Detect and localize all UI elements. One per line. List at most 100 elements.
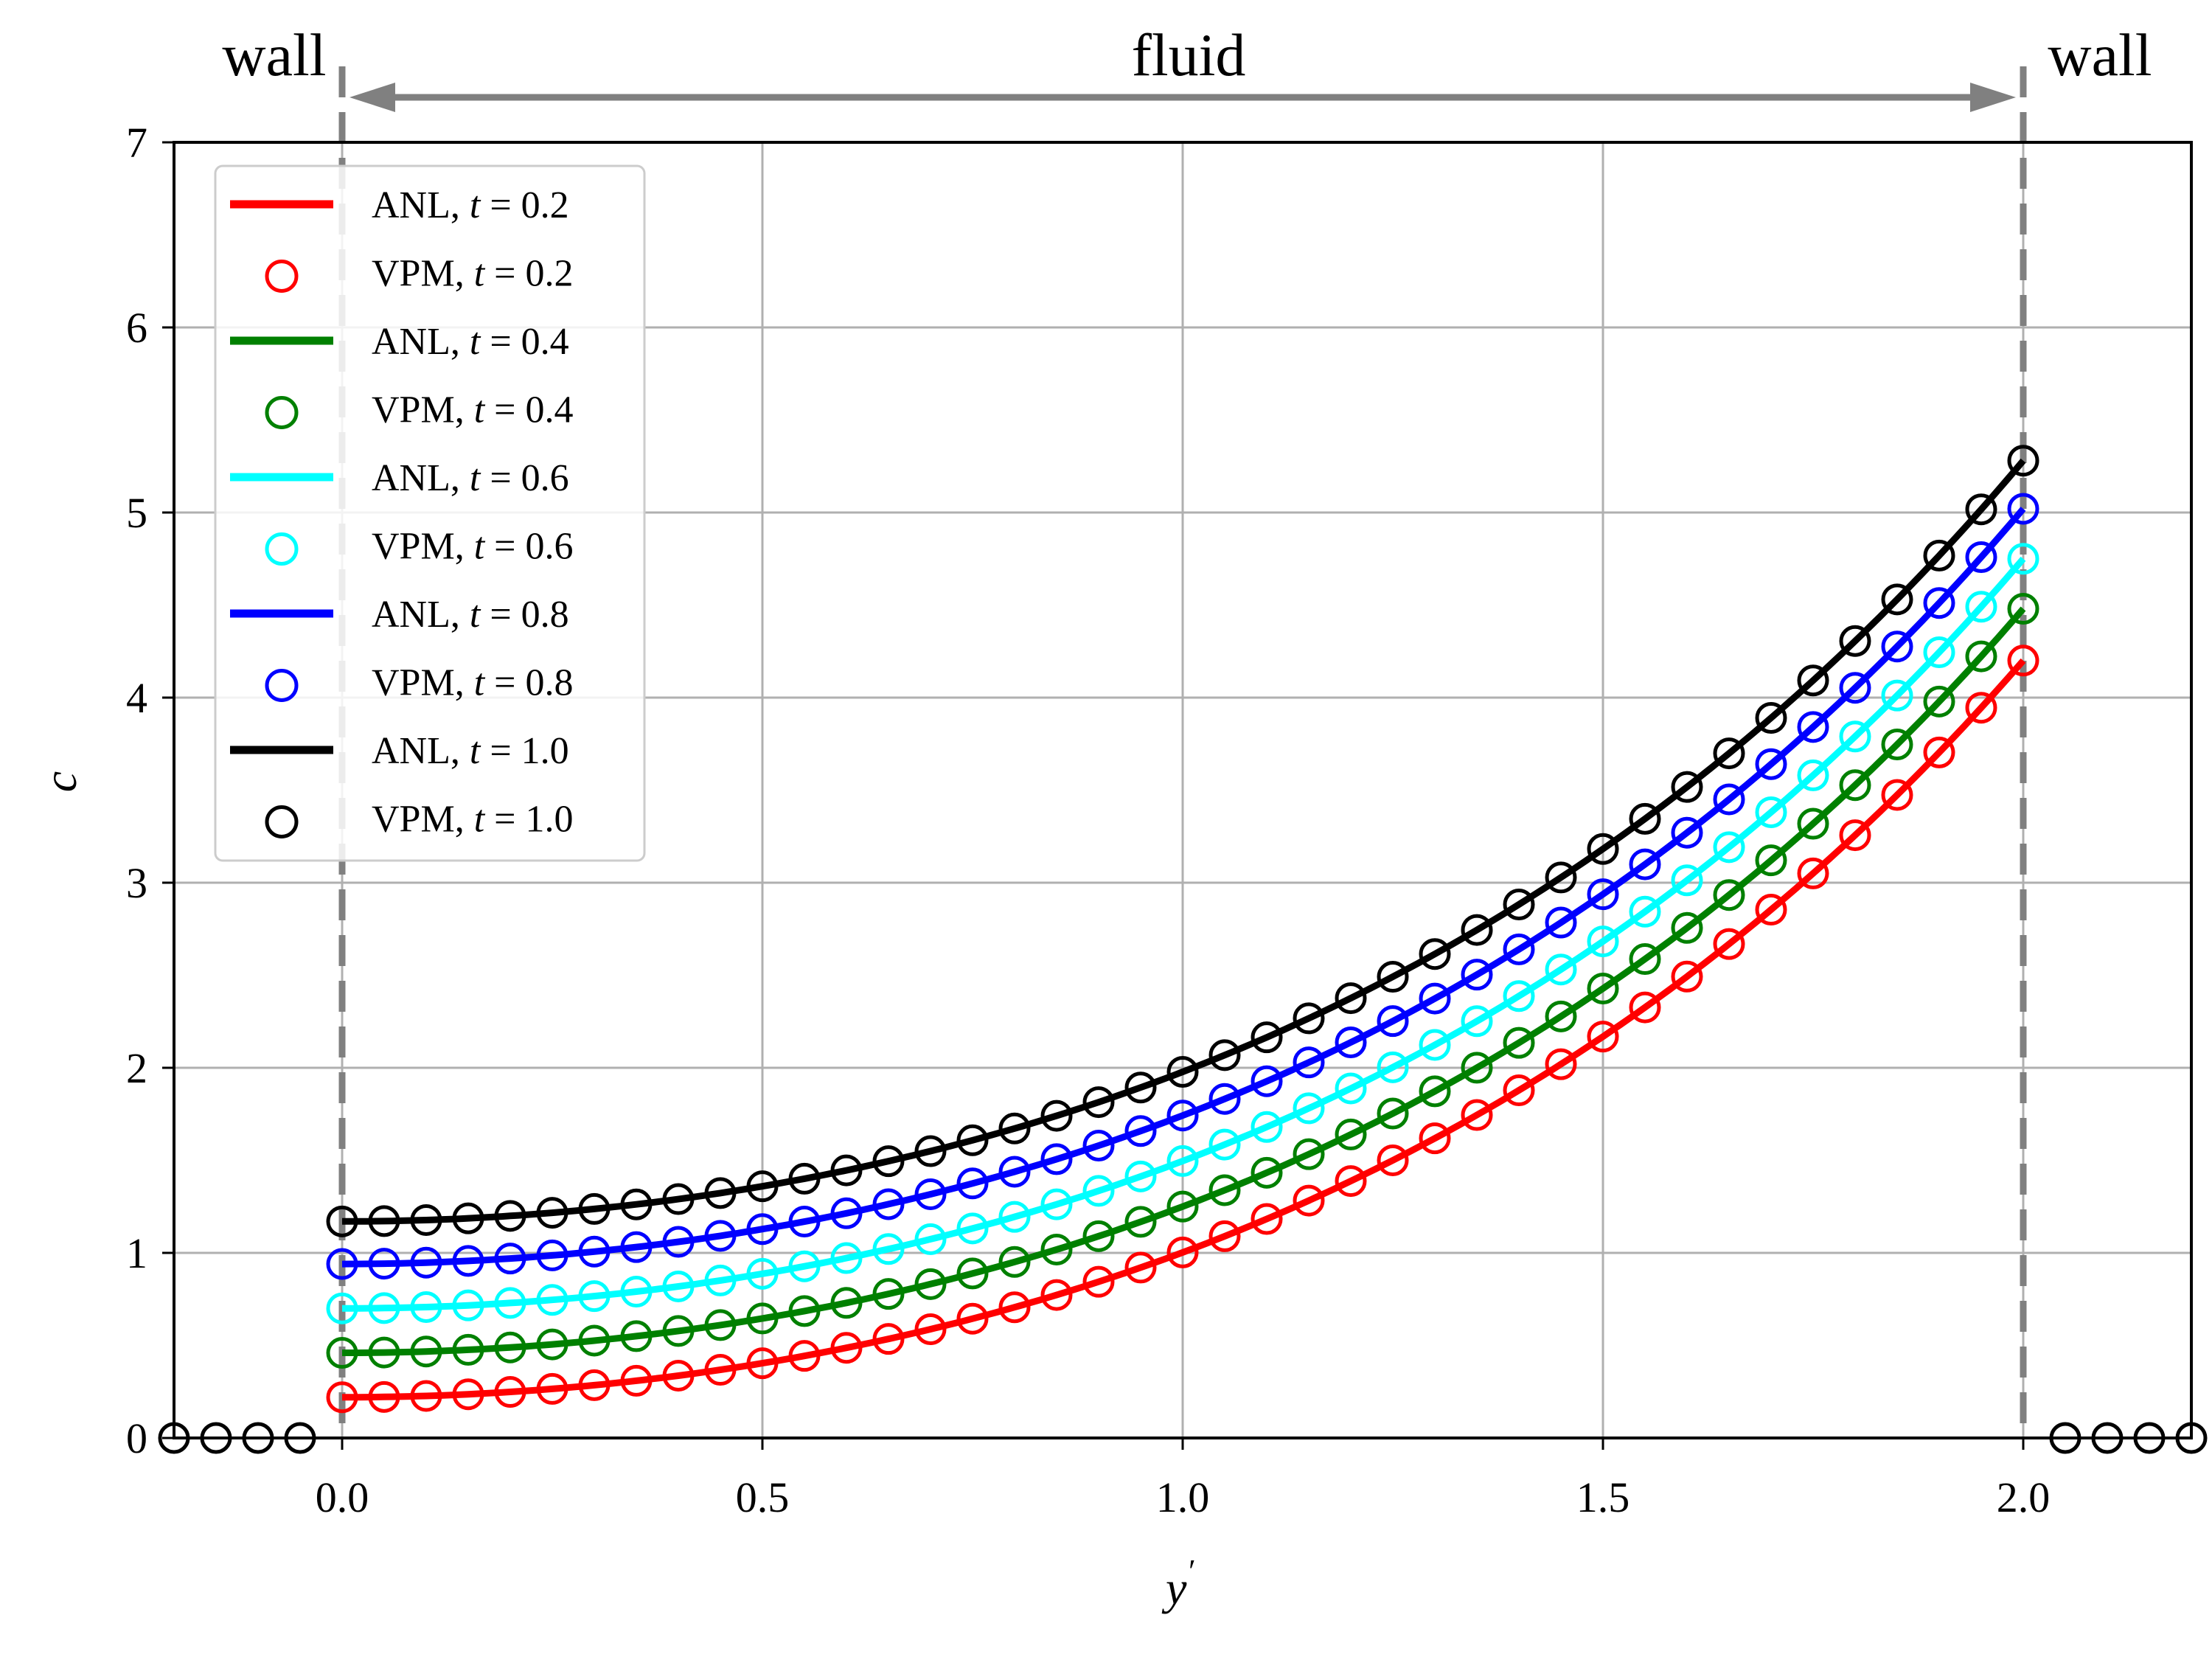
series-marker (1965, 493, 1997, 526)
series-marker (956, 1257, 989, 1290)
series-marker (368, 1336, 400, 1369)
series-vpm-t-02 (326, 645, 2039, 1414)
legend-label: ANL, t = 0.4 (372, 321, 569, 363)
y-tick-label: 1 (126, 1229, 147, 1277)
series-marker (1208, 1128, 1241, 1161)
series-marker (1166, 1056, 1199, 1088)
series-marker (1713, 783, 1745, 816)
series-marker (1461, 1005, 1493, 1038)
series-marker (704, 1220, 737, 1252)
series-marker (956, 1124, 989, 1156)
x-tick-label: 1.0 (1156, 1473, 1210, 1521)
legend-item: VPM, t = 0.4 (265, 389, 574, 431)
series-marker (1293, 1002, 1325, 1035)
series-marker (1335, 1165, 1367, 1198)
series-marker (662, 1270, 695, 1302)
series-marker (1713, 737, 1745, 770)
series-marker (1040, 1100, 1073, 1132)
series-marker (578, 1324, 611, 1357)
legend-item: VPM, t = 0.8 (265, 662, 574, 704)
series-marker (1839, 720, 1871, 753)
series-marker (1419, 1122, 1451, 1155)
fluid-arrow-left-head (349, 83, 395, 112)
series-marker (1124, 1115, 1157, 1147)
series-marker (1545, 1048, 1577, 1080)
series-marker (1965, 692, 1997, 724)
series-marker (326, 1381, 358, 1414)
fluid-arrow-right-head (1970, 83, 2016, 112)
series-marker (1040, 1279, 1073, 1311)
series-vpm-t-08 (326, 493, 2039, 1280)
series-marker (704, 1309, 737, 1341)
y-tick-label: 5 (126, 489, 147, 537)
series-marker (1629, 848, 1661, 880)
series-marker (746, 1257, 779, 1290)
series-marker (1208, 1039, 1241, 1071)
series-marker (1166, 1190, 1199, 1223)
series-marker (452, 1333, 484, 1366)
series-marker (1587, 973, 1619, 1005)
series-marker (1377, 961, 1409, 993)
right-wall-label: wall (2048, 21, 2152, 88)
series-marker (1166, 1236, 1199, 1268)
series-marker (1629, 943, 1661, 976)
grid-lines (174, 141, 2191, 1439)
series-marker (1335, 1118, 1367, 1150)
series-marker (998, 1291, 1031, 1324)
series-layer (326, 445, 2039, 1414)
series-marker (494, 1287, 526, 1319)
series-marker (1082, 1265, 1115, 1298)
series-marker (620, 1364, 653, 1397)
series-marker (704, 1177, 737, 1209)
series-marker (410, 1246, 442, 1279)
series-marker (1881, 729, 1913, 761)
series-marker (914, 1135, 947, 1167)
series-marker (1839, 672, 1871, 704)
y-tick-label: 0 (126, 1414, 147, 1462)
series-marker (998, 1201, 1031, 1233)
series-vpm-t-10 (326, 445, 2039, 1237)
series-marker (410, 1380, 442, 1412)
series-marker (1251, 1021, 1283, 1054)
x-tick-label: 0.5 (736, 1473, 790, 1521)
series-marker (1839, 769, 1871, 802)
series-marker (536, 1284, 568, 1316)
series-marker (1503, 1074, 1535, 1107)
series-marker (1419, 982, 1451, 1015)
series-marker (1419, 938, 1451, 970)
series-marker (1965, 640, 1997, 673)
legend-item: VPM, t = 1.0 (265, 799, 574, 841)
series-marker (1503, 933, 1535, 965)
series-marker (2007, 445, 2039, 477)
series-marker (1419, 1029, 1451, 1061)
series-marker (494, 1243, 526, 1275)
series-marker (1881, 779, 1913, 811)
series-marker (1797, 711, 1829, 743)
series-marker (1503, 1026, 1535, 1059)
series-marker (1377, 1051, 1409, 1083)
y-tick-label: 4 (126, 674, 147, 722)
series-marker (1923, 636, 1955, 669)
series-marker (1040, 1143, 1073, 1175)
series-marker (1629, 991, 1661, 1024)
series-marker (620, 1188, 653, 1220)
series-marker (662, 1183, 695, 1215)
series-marker (914, 1223, 947, 1255)
series-marker (536, 1197, 568, 1229)
series-vpm-t-06 (326, 543, 2039, 1324)
series-marker (1629, 802, 1661, 835)
series-marker (872, 1233, 905, 1265)
series-marker (452, 1289, 484, 1321)
series-marker (326, 1292, 358, 1324)
series-marker (1755, 894, 1787, 926)
y-axis: 0 1 2 3 4 5 6 7 (126, 119, 174, 1462)
series-marker (1923, 539, 1955, 572)
series-marker (704, 1354, 737, 1386)
series-marker (1251, 1111, 1283, 1143)
series-marker (494, 1331, 526, 1364)
series-marker (452, 1378, 484, 1411)
series-marker (1419, 1075, 1451, 1108)
series-marker (956, 1212, 989, 1245)
legend-marker-swatch (265, 396, 299, 429)
series-marker (1881, 583, 1913, 616)
